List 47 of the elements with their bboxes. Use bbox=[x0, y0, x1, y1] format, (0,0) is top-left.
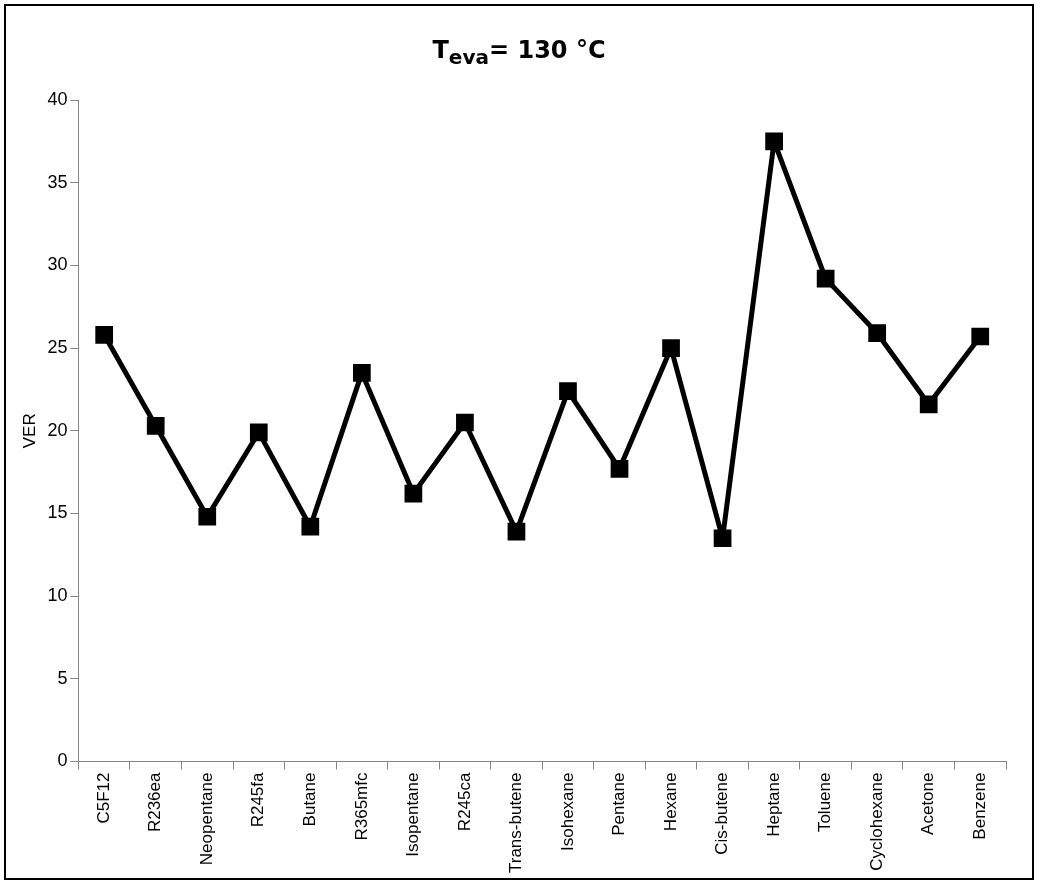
y-tick-label: 40 bbox=[47, 88, 68, 109]
x-tick-label: Neopentane bbox=[196, 772, 216, 866]
point bbox=[559, 382, 577, 400]
point bbox=[765, 132, 783, 151]
x-tick-label: Butane bbox=[300, 772, 319, 827]
x-tick-label: Isohexane bbox=[557, 772, 577, 851]
y-tick-label: 10 bbox=[47, 585, 68, 606]
x-tick-label: Benzene bbox=[969, 772, 989, 840]
x-tick-label: Cis-butene bbox=[712, 772, 732, 855]
point bbox=[919, 395, 938, 414]
y-tick-label: 20 bbox=[47, 419, 68, 440]
y-tick-label: 25 bbox=[47, 337, 68, 358]
point bbox=[816, 269, 835, 288]
point bbox=[198, 507, 217, 526]
point bbox=[713, 529, 732, 548]
x-tick-label: C5F12 bbox=[93, 772, 113, 824]
y-tick-label: 35 bbox=[47, 171, 68, 192]
point bbox=[352, 364, 371, 382]
chart-title: T$_{eva}$= 130 °C bbox=[431, 36, 607, 69]
point bbox=[301, 517, 320, 536]
y-tick-label: 0 bbox=[57, 750, 68, 771]
x-tick-label: Acetone bbox=[918, 772, 938, 835]
y-tick-label: 30 bbox=[47, 254, 68, 275]
point bbox=[662, 339, 680, 357]
x-tick-label: R245fa bbox=[248, 771, 268, 828]
y-tick-label: 15 bbox=[47, 502, 68, 523]
x-tick-label: Cyclohexane bbox=[866, 772, 886, 871]
x-tick-label: Hexane bbox=[660, 772, 680, 832]
y-axis-title: VER bbox=[19, 413, 39, 449]
x-tick-label: Trans-butene bbox=[506, 772, 526, 873]
point bbox=[249, 423, 268, 442]
point bbox=[971, 327, 990, 346]
x-tick-label: R236ea bbox=[145, 771, 165, 833]
y-tick-label: 5 bbox=[57, 667, 68, 688]
point bbox=[95, 325, 114, 344]
x-tick-label: Isopentane bbox=[403, 772, 423, 857]
point bbox=[404, 484, 423, 503]
x-tick-label: R245ca bbox=[454, 771, 474, 832]
point bbox=[146, 416, 165, 435]
point bbox=[456, 413, 474, 432]
point bbox=[610, 459, 629, 478]
x-tick-label: Heptane bbox=[763, 772, 783, 837]
x-tick-label: Pentane bbox=[609, 772, 629, 836]
x-tick-label: Toluene bbox=[815, 772, 835, 833]
x-tick-label: R365mfc bbox=[351, 772, 371, 841]
point bbox=[507, 522, 526, 541]
point bbox=[868, 324, 887, 343]
